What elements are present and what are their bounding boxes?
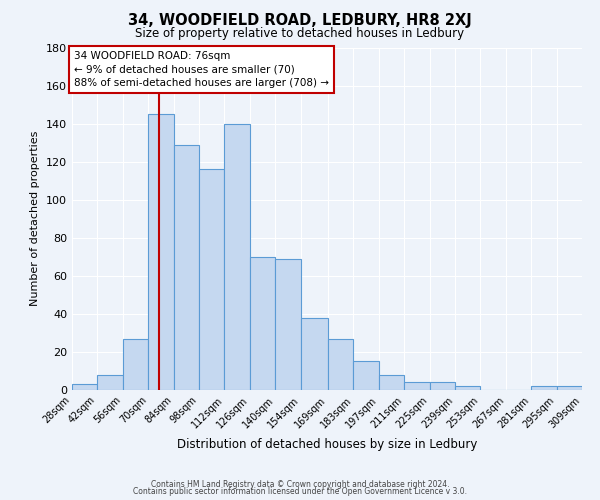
Bar (404, 382, 430, 390)
Y-axis label: Number of detached properties: Number of detached properties (31, 131, 40, 306)
Text: 34, WOODFIELD ROAD, LEDBURY, HR8 2XJ: 34, WOODFIELD ROAD, LEDBURY, HR8 2XJ (128, 12, 472, 28)
Bar (250, 257, 275, 390)
Bar (148, 114, 173, 390)
Bar (430, 382, 455, 390)
X-axis label: Distribution of detached houses by size in Ledbury: Distribution of detached houses by size … (177, 438, 477, 451)
Bar (275, 258, 301, 390)
Bar (224, 124, 250, 390)
Bar (97, 375, 123, 390)
Text: Contains HM Land Registry data © Crown copyright and database right 2024.: Contains HM Land Registry data © Crown c… (151, 480, 449, 489)
Bar (72, 384, 97, 390)
Bar (557, 386, 582, 390)
Text: 34 WOODFIELD ROAD: 76sqm
← 9% of detached houses are smaller (70)
88% of semi-de: 34 WOODFIELD ROAD: 76sqm ← 9% of detache… (74, 52, 329, 88)
Bar (379, 375, 404, 390)
Bar (123, 338, 148, 390)
Bar (173, 144, 199, 390)
Text: Contains public sector information licensed under the Open Government Licence v : Contains public sector information licen… (133, 488, 467, 496)
Bar (328, 338, 353, 390)
Bar (353, 362, 379, 390)
Bar (455, 386, 481, 390)
Bar (301, 318, 328, 390)
Bar (531, 386, 557, 390)
Bar (199, 170, 224, 390)
Text: Size of property relative to detached houses in Ledbury: Size of property relative to detached ho… (136, 28, 464, 40)
